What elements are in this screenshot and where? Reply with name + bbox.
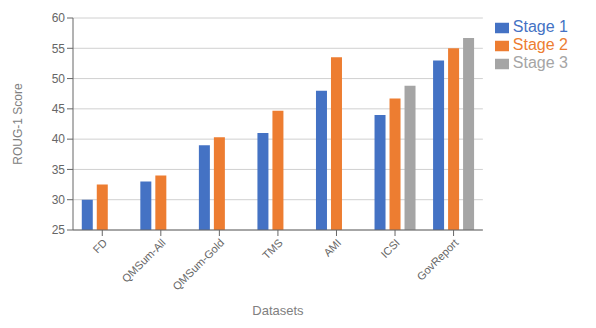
svg-text:55: 55 [52, 42, 66, 56]
svg-text:QMSum-Gold: QMSum-Gold [170, 236, 226, 292]
svg-text:ICSI: ICSI [378, 236, 402, 260]
svg-text:ROUG-1 Score: ROUG-1 Score [11, 83, 25, 165]
html-text:Stage 2: Stage 2 [512, 36, 568, 53]
svg-text:Datasets: Datasets [252, 303, 304, 318]
svg-text:60: 60 [52, 11, 66, 25]
svg-text:45: 45 [52, 102, 66, 116]
html-text:Stage 3: Stage 3 [512, 54, 568, 71]
svg-text:30: 30 [52, 193, 66, 207]
svg-text:25: 25 [52, 223, 66, 237]
svg-text:GovReport: GovReport [414, 236, 460, 282]
svg-text:TMS: TMS [260, 236, 285, 261]
svg-text:50: 50 [52, 72, 66, 86]
svg-text:35: 35 [52, 163, 66, 177]
svg-text:QMSum-All: QMSum-All [120, 236, 168, 284]
html-text:Stage 1: Stage 1 [512, 18, 568, 35]
svg-text:40: 40 [52, 132, 66, 146]
svg-text:AMI: AMI [321, 236, 343, 258]
svg-text:FD: FD [90, 236, 109, 255]
